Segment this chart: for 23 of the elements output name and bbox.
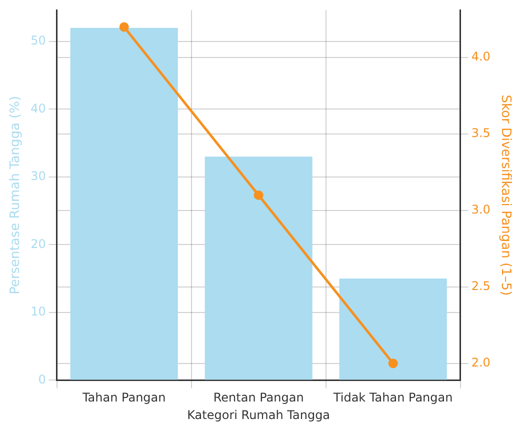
point [254,190,264,200]
y-tick-label: 40 [30,101,46,116]
x-tick-label: Tahan Pangan [81,390,166,405]
y2-tick-label: 3.5 [471,126,490,140]
y-tick-label: 30 [30,169,46,184]
y-tick-label: 0 [38,372,46,386]
point [119,22,129,32]
x-tick-label: Rentan Pangan [213,390,304,405]
x-tick-label: Tidak Tahan Pangan [332,390,453,405]
bar [70,28,178,380]
y2-tick-label: 2.0 [471,356,490,370]
y2-tick-label: 2.5 [471,279,490,294]
bar [339,278,447,380]
bar [204,156,312,380]
y2-tick-label: 4.0 [471,50,490,64]
y-axis-title: Persentase Rumah Tangga (%) [8,96,24,294]
y-tick-label: 20 [30,236,46,251]
y-tick-label: 50 [30,33,46,48]
y2-axis-title: Skor Diversifikasi Pangan (1–5) [498,94,513,296]
y-tick-label: 10 [30,304,46,319]
x-axis-title: Kategori Rumah Tangga [187,408,330,422]
point [388,358,398,368]
y2-tick-label: 3.0 [471,202,490,217]
